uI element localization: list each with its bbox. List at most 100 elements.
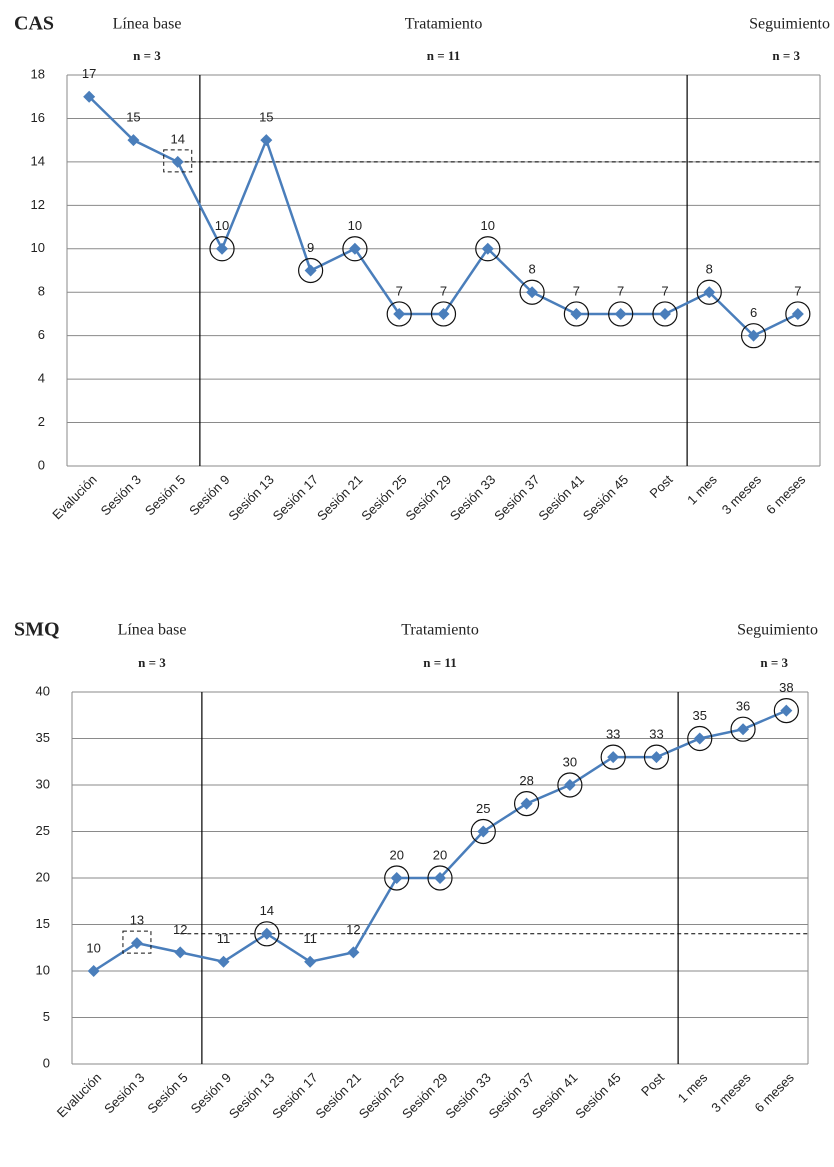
point: [650, 751, 663, 764]
data-label: 14: [171, 131, 185, 146]
point: [747, 329, 760, 342]
y-tick-label: 18: [31, 66, 45, 81]
highlight-circle: [430, 301, 457, 327]
data-label: 6: [750, 305, 757, 320]
highlight-circle: [730, 716, 756, 742]
x-tick-label: Post: [647, 472, 676, 501]
highlight-circle: [386, 301, 412, 327]
x-tick-label: 3 meses: [719, 472, 765, 518]
phase-title: Seguimiento: [749, 16, 830, 33]
data-label: 38: [779, 680, 793, 695]
point: [477, 825, 490, 838]
phase-n: n = 3: [133, 48, 161, 63]
data-label: 36: [736, 699, 750, 714]
x-tick-label: Evalución: [54, 1070, 104, 1120]
point: [87, 965, 100, 977]
data-label: 15: [259, 110, 273, 125]
data-label: 12: [173, 922, 187, 937]
y-tick-label: 25: [36, 823, 50, 838]
point: [737, 723, 750, 736]
data-line: [88, 95, 799, 338]
phase-n: n = 3: [138, 655, 166, 670]
y-tick-label: 20: [36, 869, 50, 884]
x-tick-label: Sesión 5: [142, 472, 188, 518]
point: [526, 286, 539, 299]
highlight-circle: [427, 865, 453, 891]
point: [570, 307, 583, 320]
point: [434, 872, 446, 884]
phase-title: Tratamiento: [405, 16, 483, 33]
highlight-circle: [519, 279, 545, 305]
data-label: 7: [440, 283, 447, 298]
phase-title: Línea base: [118, 622, 187, 639]
x-tick-label: Sesión 37: [491, 472, 542, 523]
y-tick-label: 6: [38, 327, 45, 342]
x-tick-label: Sesión 17: [270, 472, 321, 523]
phase-n: n = 3: [772, 48, 800, 63]
data-label: 9: [307, 240, 314, 255]
point: [347, 946, 360, 959]
point: [217, 955, 230, 968]
x-tick-label: Sesión 45: [580, 472, 631, 523]
point: [130, 937, 143, 950]
point: [437, 307, 450, 320]
highlight-circle: [209, 236, 235, 262]
highlight-circle: [475, 236, 501, 262]
x-tick-label: 6 meses: [752, 1070, 798, 1116]
y-tick-label: 14: [31, 153, 45, 168]
data-label: 33: [606, 727, 620, 742]
data-label: 7: [573, 283, 580, 298]
y-tick-label: 0: [43, 1055, 50, 1070]
point: [174, 946, 187, 959]
data-label: 15: [126, 110, 140, 125]
point: [348, 242, 361, 255]
data-line: [92, 709, 787, 973]
highlight-circle: [254, 921, 280, 947]
point: [520, 797, 533, 810]
phase-title: Tratamiento: [401, 622, 479, 639]
x-tick-label: Sesión 21: [314, 472, 365, 523]
data-label: 20: [389, 847, 403, 862]
phase-n: n = 11: [423, 655, 456, 670]
x-tick-label: Sesión 5: [144, 1070, 190, 1116]
data-label: 7: [794, 283, 801, 298]
chart: SMQ 0 5 10 15 20 25 30 35 40 Línea base n = 3 Tratam…: [14, 619, 818, 1122]
phase-title: Seguimiento: [737, 622, 818, 639]
data-label: 7: [617, 283, 624, 298]
data-label: 28: [519, 773, 533, 788]
x-tick-label: Sesión 41: [535, 472, 586, 523]
chart: CAS 0 2 4 6 8 10 12 14 16 18 Línea base n = 3 Tratami…: [14, 13, 830, 524]
point: [780, 704, 793, 717]
y-tick-label: 4: [38, 371, 45, 386]
highlight-circle: [563, 301, 589, 327]
x-tick-label: Sesión 29: [403, 472, 454, 523]
x-tick-label: Sesión 17: [269, 1070, 320, 1121]
x-tick-label: Sesión 3: [101, 1070, 147, 1116]
highlight-circle: [773, 697, 799, 724]
point: [216, 242, 229, 255]
highlight-circle: [740, 323, 767, 349]
data-label: 12: [346, 922, 360, 937]
y-tick-label: 10: [31, 240, 45, 255]
highlight-circle: [652, 301, 678, 327]
data-label: 17: [82, 66, 96, 81]
point: [304, 955, 317, 968]
x-tick-label: Sesión 25: [358, 472, 409, 523]
highlight-circle: [557, 772, 583, 798]
data-label: 33: [649, 727, 663, 742]
data-label: 25: [476, 801, 490, 816]
chart-title: CAS: [14, 13, 54, 35]
highlight-circle: [470, 818, 496, 845]
phase-n: n = 3: [760, 655, 788, 670]
x-tick-label: Post: [638, 1070, 667, 1099]
data-label: 10: [215, 218, 229, 233]
highlight-circle: [298, 257, 324, 284]
x-tick-label: Sesión 37: [486, 1070, 537, 1121]
x-tick-label: Sesión 29: [399, 1070, 450, 1121]
y-tick-label: 0: [38, 457, 45, 472]
data-label: 10: [481, 218, 495, 233]
x-tick-label: Sesión 45: [572, 1070, 623, 1121]
data-label: 8: [706, 262, 713, 277]
y-tick-label: 40: [36, 683, 50, 698]
